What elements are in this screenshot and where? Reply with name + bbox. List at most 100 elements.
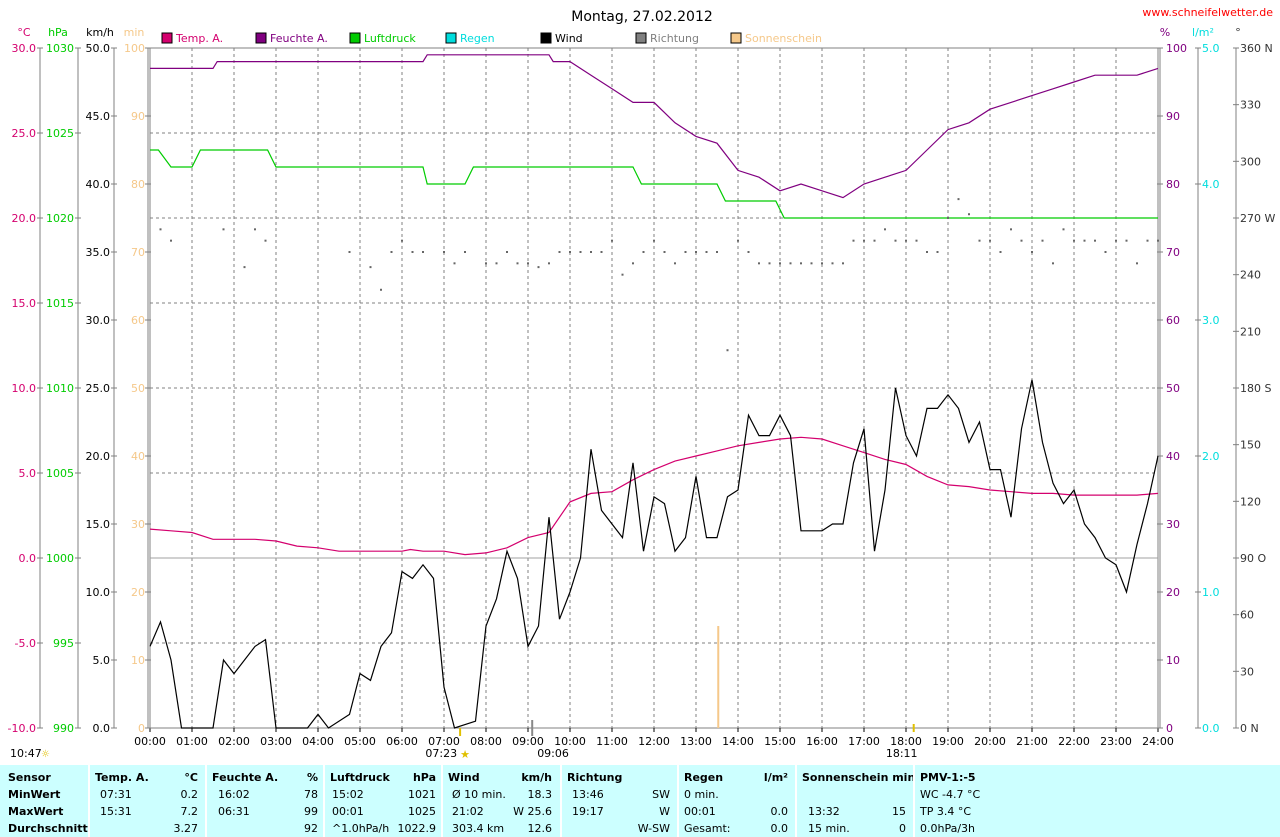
- wind-tick-label: 45.0: [86, 110, 111, 123]
- direction-point: [978, 239, 981, 242]
- wind-tick-label: 50.0: [86, 42, 111, 55]
- x-tick-label: 12:00: [638, 735, 670, 748]
- x-tick-label: 18:00: [890, 735, 922, 748]
- wind-tick-label: 25.0: [86, 382, 111, 395]
- direction-point: [758, 262, 760, 265]
- direction-point: [653, 239, 655, 242]
- direction-point: [222, 228, 225, 231]
- stats-dir-val: W: [659, 805, 670, 818]
- wind-tick-label: 35.0: [86, 246, 111, 259]
- direction-point: [485, 262, 487, 265]
- rain-tick-label: 5.0: [1202, 42, 1220, 55]
- temp-tick-label: 30.0: [12, 42, 37, 55]
- humidity-tick-label: 100: [1166, 42, 1187, 55]
- website-link[interactable]: www.schneifelwetter.de: [1142, 6, 1273, 19]
- humidity-tick-label: 20: [1166, 586, 1180, 599]
- stats-temp-val: 3.27: [173, 822, 199, 835]
- x-tick-label: 15:00: [764, 735, 796, 748]
- legend-label: Luftdruck: [364, 32, 416, 45]
- left-axis-unit: km/h: [86, 26, 114, 39]
- pressure-tick-label: 990: [53, 722, 74, 735]
- direction-point: [674, 262, 676, 265]
- legend-swatch: [255, 32, 267, 44]
- direction-point: [380, 288, 382, 291]
- right-axis-unit: °: [1235, 26, 1241, 39]
- x-tick-label: 04:00: [302, 735, 334, 748]
- direction-point: [401, 239, 403, 242]
- x-tick-label: 01:00: [176, 735, 208, 748]
- x-tick-label: 02:00: [218, 735, 250, 748]
- stats-header-temp-unit: °C: [184, 771, 198, 784]
- stats-press-time: 00:01: [332, 805, 364, 818]
- stats-wind-val: W 25.6: [513, 805, 552, 818]
- stats-wind-time: Ø 10 min.: [452, 788, 506, 801]
- direction-point: [495, 262, 498, 265]
- x-tick-label: 16:00: [806, 735, 838, 748]
- direction-point: [695, 251, 697, 253]
- direction-point: [1104, 251, 1107, 253]
- direction-point: [968, 213, 970, 216]
- sunshine-tick-label: 100: [124, 42, 145, 55]
- stats-label: MinWert: [8, 788, 61, 801]
- stats-dir-val: W-SW: [637, 822, 670, 835]
- pressure-tick-label: 995: [53, 637, 74, 650]
- stats-dir-time: 19:17: [572, 805, 604, 818]
- direction-tick-label: 90 O: [1240, 552, 1266, 565]
- temp-tick-label: 10.0: [12, 382, 37, 395]
- stats-rain-time: 0 min.: [684, 788, 719, 801]
- x-tick-label: 21:00: [1016, 735, 1048, 748]
- direction-point: [947, 217, 949, 219]
- stats-hum-val: 99: [304, 805, 318, 818]
- direction-point: [464, 251, 466, 253]
- left-axis-units: °C hPa km/h min: [17, 26, 144, 39]
- sunshine-tick-label: 0: [138, 722, 145, 735]
- sunshine-tick-label: 10: [131, 654, 145, 667]
- current-time-label: 10:47: [10, 747, 42, 760]
- direction-tick-label: 0 N: [1240, 722, 1259, 735]
- sunshine-tick-label: 60: [131, 314, 145, 327]
- chart-legend: Temp. A. Feuchte A. Luftdruck Regen Wind Rich…: [161, 32, 822, 45]
- direction-point: [621, 273, 624, 276]
- direction-point: [999, 251, 1002, 253]
- legend-label: Feuchte A.: [270, 32, 328, 45]
- direction-point: [1031, 251, 1033, 253]
- sunshine-tick-label: 90: [131, 110, 145, 123]
- direction-point: [1115, 239, 1117, 242]
- humidity-tick-label: 90: [1166, 110, 1180, 123]
- direction-point: [632, 262, 634, 265]
- weather-chart: Montag, 27.02.2012 www.schneifelwetter.d…: [8, 6, 1276, 761]
- stats-header-sun: Sonnenschein min: [802, 771, 916, 784]
- stats-rain-time: 00:01: [684, 805, 716, 818]
- direction-tick-label: 60: [1240, 609, 1254, 622]
- left-axis-unit: °C: [17, 26, 31, 39]
- temp-tick-label: 15.0: [12, 297, 37, 310]
- direction-point: [506, 251, 508, 253]
- direction-tick-label: 120: [1240, 495, 1261, 508]
- direction-point: [926, 251, 928, 253]
- stats-label: Durchschnitt: [8, 822, 88, 835]
- direction-tick-label: 210: [1240, 325, 1261, 338]
- rain-tick-label: 2.0: [1202, 450, 1220, 463]
- stats-header-wind: Wind: [448, 771, 480, 784]
- pressure-tick-label: 1005: [46, 467, 74, 480]
- direction-point: [569, 251, 571, 253]
- legend-label: Regen: [460, 32, 495, 45]
- pressure-tick-label: 1015: [46, 297, 74, 310]
- stats-header-wind-unit: km/h: [521, 771, 552, 784]
- direction-point: [989, 239, 991, 242]
- direction-point: [516, 262, 519, 265]
- temp-tick-label: 20.0: [12, 212, 37, 225]
- x-tick-label: 24:00: [1142, 735, 1174, 748]
- direction-tick-label: 240: [1240, 269, 1261, 282]
- direction-tick-label: 300: [1240, 155, 1261, 168]
- stats-header-hum-unit: %: [306, 771, 318, 784]
- chart-annotations: 07:23 ★ 09:06 18:11 10:47 ☼: [10, 720, 918, 761]
- stats-temp-time: 07:31: [100, 788, 132, 801]
- wind-tick-label: 10.0: [86, 586, 111, 599]
- pressure-tick-label: 1000: [46, 552, 74, 565]
- sunshine-tick-label: 70: [131, 246, 145, 259]
- humidity-tick-label: 60: [1166, 314, 1180, 327]
- sunshine-tick-label: 20: [131, 586, 145, 599]
- direction-point: [789, 262, 792, 265]
- humidity-line: [150, 54, 1159, 199]
